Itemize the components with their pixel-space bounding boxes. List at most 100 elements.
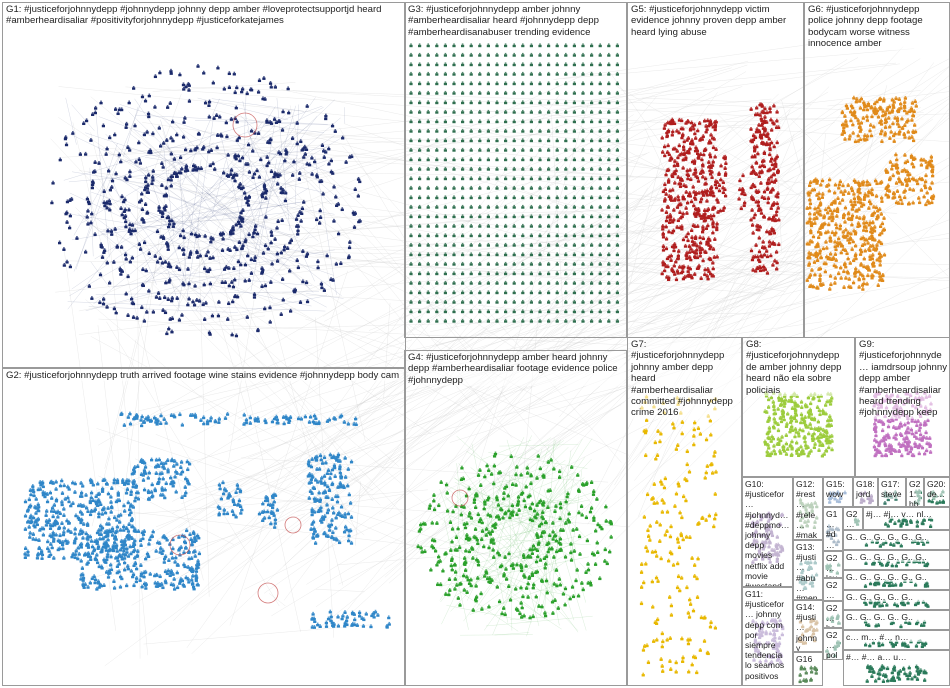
graph-edge bbox=[67, 211, 144, 310]
graph-edge bbox=[225, 64, 748, 235]
graph-edge bbox=[106, 321, 280, 606]
graph-edge bbox=[832, 102, 950, 199]
graph-edge bbox=[540, 114, 921, 361]
graph-edge bbox=[315, 255, 615, 284]
graph-edge bbox=[632, 216, 767, 307]
graph-edge bbox=[158, 320, 583, 332]
graph-edge bbox=[91, 225, 630, 456]
graph-edge bbox=[625, 165, 671, 264]
graph-edge bbox=[641, 97, 811, 105]
graph-edge bbox=[316, 165, 594, 506]
graph-edge bbox=[585, 109, 791, 512]
graph-edge bbox=[93, 172, 213, 339]
graph-edge bbox=[173, 151, 624, 621]
graph-edge bbox=[306, 134, 887, 192]
graph-edge bbox=[342, 145, 622, 463]
graph-edge bbox=[94, 507, 538, 560]
graph-edge bbox=[104, 339, 137, 469]
graph-edge bbox=[235, 274, 540, 453]
graph-edge bbox=[164, 113, 287, 235]
graph-edge bbox=[231, 142, 295, 263]
graph-edge bbox=[115, 160, 171, 554]
graph-edge bbox=[71, 201, 301, 240]
graph-edge bbox=[129, 339, 412, 427]
graph-edge bbox=[98, 71, 747, 446]
graph-edge bbox=[125, 86, 950, 142]
graph-edge bbox=[216, 151, 663, 276]
graph-edge bbox=[71, 104, 95, 131]
graph-edge bbox=[187, 123, 782, 440]
graph-edge bbox=[98, 475, 234, 545]
graph-edge bbox=[241, 457, 609, 483]
graph-edge bbox=[388, 304, 556, 513]
graph-edge bbox=[96, 428, 499, 560]
graph-edge bbox=[624, 131, 668, 307]
graph-edge bbox=[189, 86, 743, 293]
graph-edge bbox=[247, 327, 588, 459]
graph-edge bbox=[111, 229, 680, 263]
graph-edge bbox=[146, 180, 374, 502]
graph-edge bbox=[173, 364, 561, 581]
graph-edge bbox=[251, 130, 610, 151]
graph-edge bbox=[110, 86, 705, 156]
graph-edge bbox=[241, 295, 327, 313]
graph-edge bbox=[121, 198, 327, 308]
graph-edge bbox=[62, 123, 770, 158]
graph-edge bbox=[368, 117, 908, 331]
graph-edge bbox=[139, 268, 779, 411]
graph-edge bbox=[150, 108, 564, 381]
graph-edge bbox=[168, 271, 181, 309]
graph-edge bbox=[337, 556, 437, 566]
graph-edge bbox=[155, 434, 245, 471]
graph-edge bbox=[69, 133, 264, 228]
graph-edge bbox=[140, 170, 730, 179]
graph-edge bbox=[299, 148, 727, 469]
graph-edge bbox=[153, 418, 375, 533]
graph-edge bbox=[791, 119, 948, 277]
graph-edge bbox=[75, 207, 336, 465]
graph-edge bbox=[827, 91, 950, 107]
graph-edge bbox=[280, 147, 486, 363]
graph-edge bbox=[847, 85, 888, 239]
graph-edge bbox=[104, 191, 737, 666]
graph-edge bbox=[106, 489, 428, 517]
graph-edge bbox=[90, 336, 374, 491]
graph-edge bbox=[155, 266, 381, 506]
graph-edge bbox=[383, 302, 391, 399]
graph-edge bbox=[131, 255, 725, 606]
graph-edge bbox=[204, 107, 813, 270]
graph-edge bbox=[270, 251, 950, 265]
graph-edge bbox=[281, 89, 750, 188]
graph-edge bbox=[102, 446, 356, 569]
graph-edge bbox=[301, 117, 341, 151]
graph-edge bbox=[301, 166, 340, 200]
graph-edge bbox=[197, 218, 210, 597]
graph-edge bbox=[268, 593, 286, 607]
graph-edge bbox=[78, 269, 286, 312]
graph-edge bbox=[144, 169, 233, 268]
graph-edge bbox=[139, 209, 645, 223]
graph-edge bbox=[133, 93, 182, 230]
graph-edge bbox=[195, 120, 332, 126]
graph-edge bbox=[72, 122, 106, 264]
graph-edge bbox=[172, 95, 950, 502]
graph-edge bbox=[98, 318, 629, 346]
graph-edge bbox=[78, 307, 297, 335]
graph-edge bbox=[267, 140, 719, 489]
graph-edge bbox=[583, 195, 898, 214]
graph-edge bbox=[108, 105, 323, 182]
graph-edge bbox=[167, 280, 450, 526]
graph-edge bbox=[769, 242, 805, 290]
graph-edge bbox=[701, 46, 904, 266]
graph-edge bbox=[348, 65, 950, 616]
graph-edge bbox=[145, 152, 236, 156]
graph-edge bbox=[193, 201, 308, 219]
graph-edge bbox=[85, 268, 246, 311]
graph-edge bbox=[430, 232, 950, 332]
graph-edge bbox=[674, 155, 765, 201]
graph-edge bbox=[242, 101, 254, 154]
graph-edge bbox=[201, 279, 432, 435]
graph-edge bbox=[170, 182, 241, 322]
graph-edge bbox=[105, 133, 247, 280]
graph-edge bbox=[339, 127, 459, 330]
